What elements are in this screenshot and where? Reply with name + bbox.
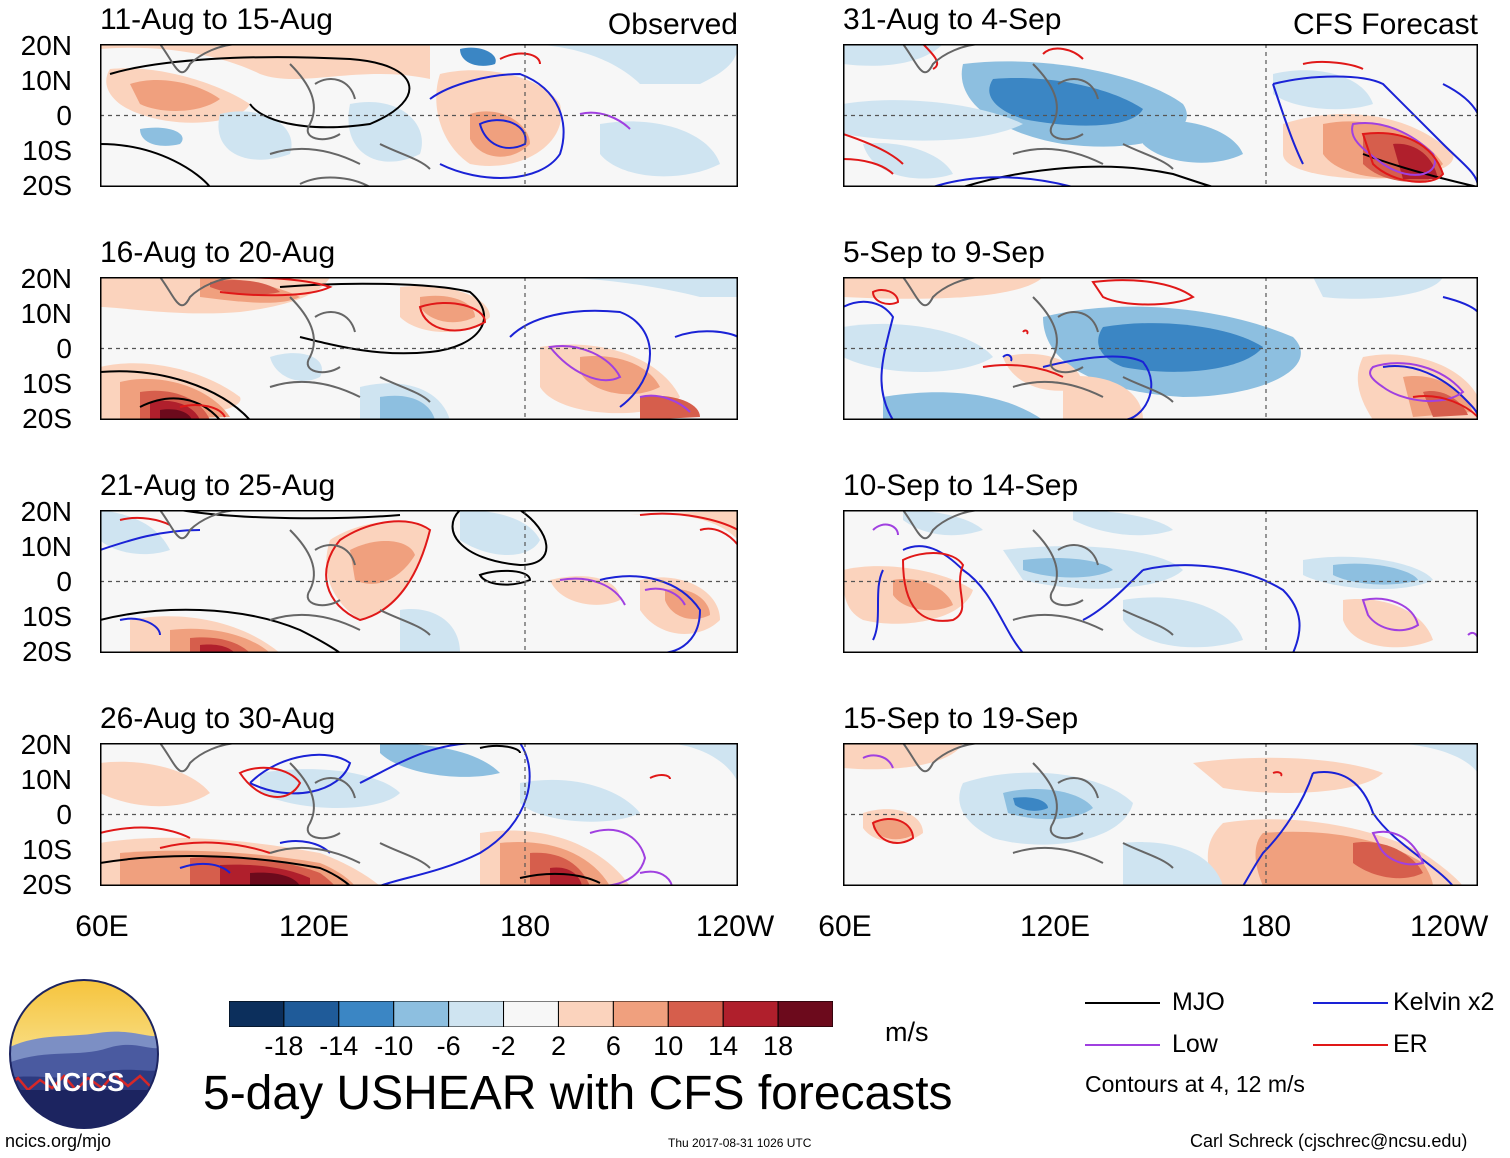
colorbar-label: 6 <box>605 1031 621 1061</box>
colorbar-swatch <box>777 1001 833 1027</box>
lat-label: 20S <box>22 170 72 201</box>
colorbar-label: -14 <box>319 1031 359 1061</box>
legend-label-low: Low <box>1172 1030 1218 1058</box>
contour-note: Contours at 4, 12 m/s <box>1085 1071 1305 1097</box>
footer-timestamp: Thu 2017-08-31 1026 UTC <box>668 1136 812 1150</box>
lat-label: 20N <box>20 496 72 527</box>
legend-line-low <box>1085 1044 1160 1046</box>
lat-label: 0 <box>56 566 72 597</box>
lat-label: 10N <box>20 531 72 562</box>
lat-label: 10S <box>22 834 72 865</box>
panel-title-obs-2: 16-Aug to 20-Aug <box>100 236 336 269</box>
logo-text: NCICS <box>44 1067 125 1097</box>
lat-label: 10N <box>20 298 72 329</box>
map-fc-4 <box>843 743 1478 886</box>
colorbar-swatch <box>393 1001 450 1027</box>
footer-url[interactable]: ncics.org/mjo <box>5 1131 112 1151</box>
lat-label: 10N <box>20 764 72 795</box>
map-obs-1 <box>100 44 738 187</box>
legend-label-kelvin: Kelvin x2 <box>1393 988 1495 1016</box>
lat-label: 0 <box>56 333 72 364</box>
colorbar-label: 14 <box>708 1031 739 1061</box>
lon-label: 60E <box>75 910 129 943</box>
lat-label: 10N <box>20 65 72 96</box>
forecast-label: CFS Forecast <box>1292 8 1478 41</box>
legend-line-mjo <box>1085 1002 1160 1004</box>
colorbar-label: -18 <box>264 1031 304 1061</box>
colorbar-swatch <box>557 1001 614 1027</box>
lat-label: 20N <box>20 729 72 760</box>
lat-label: 0 <box>56 100 72 131</box>
colorbar-swatch <box>283 1001 340 1027</box>
ncics-logo: NCICS <box>9 979 159 1129</box>
panel-title-obs-4: 26-Aug to 30-Aug <box>100 702 336 735</box>
colorbar-label: -10 <box>374 1031 414 1061</box>
colorbar <box>229 1001 833 1027</box>
lat-label: 20S <box>22 636 72 667</box>
lon-label: 120E <box>278 910 350 943</box>
colorbar-swatch <box>448 1001 505 1027</box>
colorbar-swatch <box>229 1001 285 1027</box>
lon-label: 60E <box>818 910 872 943</box>
lon-label: 180 <box>1240 910 1292 943</box>
map-fc-1 <box>843 44 1478 187</box>
observed-label: Observed <box>607 8 738 41</box>
legend-label-er: ER <box>1393 1030 1428 1058</box>
colorbar-label: 18 <box>763 1031 794 1061</box>
colorbar-swatches <box>229 1001 833 1027</box>
map-fc-3 <box>843 510 1478 653</box>
legend-line-kelvin <box>1313 1002 1388 1004</box>
lat-label: 10S <box>22 601 72 632</box>
map-fc-2 <box>843 277 1478 420</box>
lon-label: 120E <box>1019 910 1091 943</box>
colorbar-label: -2 <box>491 1031 516 1061</box>
panel-title-fc-2: 5-Sep to 9-Sep <box>843 236 1045 269</box>
colorbar-swatch <box>338 1001 395 1027</box>
lon-label: 180 <box>499 910 551 943</box>
legend: MJO Kelvin x2 Low ER <box>1085 988 1505 1098</box>
colorbar-label: 2 <box>550 1031 566 1061</box>
colorbar-swatch <box>503 1001 559 1027</box>
colorbar-swatch <box>667 1001 724 1027</box>
colorbar-swatch <box>722 1001 779 1027</box>
lat-label: 20N <box>20 30 72 61</box>
lat-label: 20S <box>22 869 72 900</box>
colorbar-label: -6 <box>436 1031 461 1061</box>
lat-label: 10S <box>22 135 72 166</box>
colorbar-units: m/s <box>885 1017 929 1047</box>
colorbar-label: 10 <box>653 1031 684 1061</box>
panel-title-fc-4: 15-Sep to 19-Sep <box>843 702 1079 735</box>
map-obs-2 <box>100 277 738 420</box>
panel-title-obs-3: 21-Aug to 25-Aug <box>100 469 336 502</box>
panel-title-fc-3: 10-Sep to 14-Sep <box>843 469 1079 502</box>
lat-label: 10S <box>22 368 72 399</box>
main-title: 5-day USHEAR with CFS forecasts <box>203 1067 953 1120</box>
map-obs-4 <box>100 743 738 886</box>
legend-label-mjo: MJO <box>1172 988 1225 1016</box>
lon-label: 120W <box>1410 910 1489 943</box>
panel-title-obs-1: 11-Aug to 15-Aug <box>100 3 333 36</box>
lat-label: 20N <box>20 263 72 294</box>
lat-label: 20S <box>22 403 72 434</box>
lon-label: 120W <box>695 910 775 943</box>
map-obs-3 <box>100 510 738 653</box>
footer-author: Carl Schreck (cjschrec@ncsu.edu) <box>1190 1131 1468 1151</box>
colorbar-labels: -18 -14 -10 -6 -2 2 6 10 14 18 <box>229 1033 833 1063</box>
legend-line-er <box>1313 1044 1388 1046</box>
colorbar-swatch <box>612 1001 669 1027</box>
panel-title-fc-1: 31-Aug to 4-Sep <box>843 3 1062 36</box>
lat-label: 0 <box>56 799 72 830</box>
